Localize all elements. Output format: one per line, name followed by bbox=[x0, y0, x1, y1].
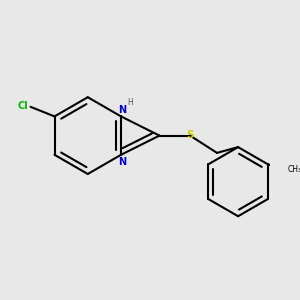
Text: CH₃: CH₃ bbox=[288, 165, 300, 174]
Text: N: N bbox=[118, 105, 126, 115]
Text: S: S bbox=[186, 130, 194, 140]
Text: Cl: Cl bbox=[17, 101, 28, 111]
Text: N: N bbox=[118, 157, 126, 166]
Text: H: H bbox=[128, 98, 134, 107]
